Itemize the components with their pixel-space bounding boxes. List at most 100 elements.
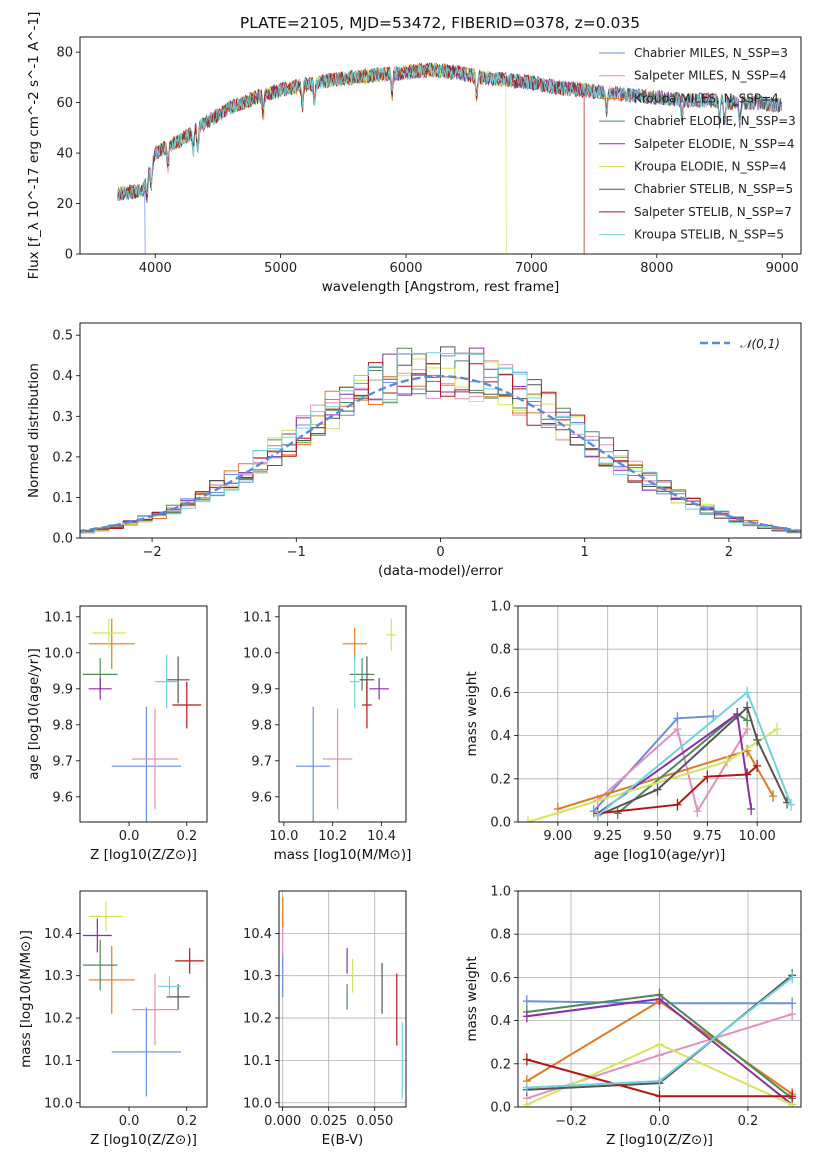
data-point — [88, 618, 135, 669]
y-tick-label: 1.0 — [490, 885, 511, 900]
age-vs-metallicity-chart-frame — [79, 605, 208, 823]
x-tick-label: 9.50 — [643, 829, 672, 844]
x-tick-label: 8000 — [640, 261, 673, 276]
spectrum-chart: 4000 5000 6000 7000 8000 9000 0 20 40 60 80 wavelen… — [26, 12, 802, 295]
y-tick-label: 0.0 — [490, 816, 511, 831]
y-tick-label: 10.1 — [243, 1054, 272, 1069]
x-axis-label: mass [log10(M/M⊙)] — [274, 847, 412, 863]
x-tick-label: 10.2 — [318, 829, 347, 844]
y-tick-label: 10.1 — [243, 610, 272, 625]
data-point — [349, 654, 360, 709]
histogram-series-step — [80, 352, 801, 534]
data-point — [386, 618, 397, 651]
mass-vs-metallicity-chart: 0.0 0.2 10.0 10.1 10.2 10.3 10.4 Z [log10(Z/Z⊙)… — [18, 890, 208, 1148]
x-tick-label: −0.2 — [555, 1114, 587, 1129]
y-tick-label: 1.0 — [490, 600, 511, 615]
data-point — [155, 654, 179, 709]
y-axis-label: mass [log10(M/M⊙)] — [18, 930, 34, 1068]
mass-vs-metallicity-chart-frame — [79, 890, 208, 1108]
y-tick-label: 60 — [56, 96, 73, 111]
spectrum-series-line — [117, 62, 585, 254]
x-tick-label: 4000 — [139, 261, 172, 276]
weight-vs-metallicity-chart-frame — [517, 890, 802, 1108]
y-axis-label: mass weight — [464, 956, 480, 1041]
x-axis-label: Z [log10(Z/Z⊙)] — [606, 1132, 713, 1148]
weight-vs-metallicity-chart-plot-area — [522, 969, 797, 1107]
y-tick-label: 9.7 — [251, 754, 272, 769]
y-tick-label: 0.0 — [490, 1101, 511, 1116]
data-point — [91, 618, 127, 648]
y-tick-label: 9.8 — [251, 718, 272, 733]
y-tick-label: 10.2 — [243, 1012, 272, 1027]
data-point — [82, 939, 118, 991]
figure-title: PLATE=2105, MJD=53472, FIBERID=0378, z=0… — [240, 14, 640, 32]
data-point — [175, 948, 205, 974]
y-tick-label: 10.0 — [243, 1096, 272, 1111]
data-point — [111, 1007, 182, 1097]
x-axis-label: Z [log10(Z/Z⊙)] — [90, 1132, 197, 1148]
x-tick-label: −1 — [287, 545, 306, 560]
y-tick-label: 9.6 — [52, 790, 73, 805]
data-point — [166, 984, 190, 1010]
data-point — [166, 656, 190, 704]
data-point — [349, 658, 375, 691]
y-axis-label: Flux [f_λ 10^-17 erg cm^-2 s^-1 A^-1] — [26, 12, 42, 280]
y-tick-label: 10.1 — [44, 1054, 73, 1069]
data-point — [82, 918, 112, 953]
age-vs-mass-chart: 10.0 10.2 10.4 9.6 9.7 9.8 9.9 10.0 10.1 mass [lo… — [243, 605, 412, 863]
y-tick-label: 10.0 — [44, 646, 73, 661]
data-point — [88, 946, 135, 1014]
y-tick-label: 10.0 — [243, 646, 272, 661]
x-tick-label: 5000 — [264, 261, 297, 276]
data-point — [296, 706, 331, 822]
legend-entry: Kroupa ELODIE, N_SSP=4 — [634, 160, 787, 174]
y-tick-label: 0.8 — [490, 928, 511, 943]
y-tick-label: 0 — [65, 248, 73, 263]
data-point — [131, 708, 179, 810]
weight-vs-age-chart-frame — [517, 605, 802, 823]
y-tick-label: 10.4 — [243, 927, 272, 942]
normal-reference-curve — [80, 374, 801, 533]
y-tick-label: 0.6 — [490, 971, 511, 986]
y-axis-label: Normed distribution — [26, 363, 42, 498]
x-tick-label: 10.0 — [269, 829, 298, 844]
age-vs-mass-chart-frame — [278, 605, 407, 823]
data-point — [157, 975, 182, 997]
x-tick-label: 0 — [436, 545, 444, 560]
y-tick-label: 0.5 — [52, 329, 73, 344]
data-point — [362, 681, 372, 729]
data-point — [369, 678, 389, 700]
weight-vs-age-chart: 9.00 9.25 9.50 9.75 10.00 0.0 0.2 0.4 0.6 0.8 1.0 a… — [464, 600, 802, 863]
y-tick-label: 0.3 — [52, 410, 73, 425]
residual-histogram: −2 −1 0 1 2 0.0 0.1 0.2 0.3 0.4 0.5 (data-model)/er… — [26, 322, 802, 579]
x-axis-label: Z [log10(Z/Z⊙)] — [90, 847, 197, 863]
x-tick-label: 0.2 — [176, 1114, 197, 1129]
x-axis-label: age [log10(age/yr)] — [594, 847, 726, 863]
x-tick-label: 0.0 — [119, 1114, 140, 1129]
y-tick-label: 0.4 — [52, 369, 73, 384]
legend-entry: Salpeter ELODIE, N_SSP=4 — [634, 137, 795, 151]
y-tick-label: 10.4 — [44, 927, 73, 942]
y-tick-label: 9.8 — [52, 718, 73, 733]
mass-vs-metallicity-chart-plot-area — [82, 901, 205, 1097]
weight-vs-age-chart-plot-area — [523, 686, 796, 822]
y-tick-label: 0.1 — [52, 491, 73, 506]
x-tick-label: 9000 — [766, 261, 799, 276]
legend-entry: Chabrier ELODIE, N_SSP=3 — [634, 114, 796, 128]
residual-histogram-frame — [79, 322, 802, 539]
y-tick-label: 9.9 — [251, 682, 272, 697]
legend-entry: Chabrier STELIB, N_SSP=5 — [634, 182, 793, 196]
legend-entry: Chabrier MILES, N_SSP=3 — [634, 46, 788, 60]
x-tick-label: 9.00 — [543, 829, 572, 844]
x-tick-label: 0.025 — [310, 1114, 347, 1129]
data-point — [322, 708, 353, 810]
y-axis-label: mass weight — [464, 671, 480, 756]
y-tick-label: 0.4 — [490, 1014, 511, 1029]
y-tick-label: 20 — [56, 197, 73, 212]
age-vs-metallicity-chart: 0.0 0.2 9.6 9.7 9.8 9.9 10.0 10.1 Z [log10(Z/Z⊙)… — [26, 605, 208, 863]
x-tick-label: 6000 — [389, 261, 422, 276]
x-tick-label: −2 — [143, 545, 162, 560]
y-tick-label: 10.0 — [44, 1096, 73, 1111]
y-tick-label: 0.0 — [52, 532, 73, 547]
weight-vs-metallicity-chart: −0.2 0.0 0.2 0.0 0.2 0.4 0.6 0.8 1.0 Z [log10(Z/Z… — [464, 885, 802, 1148]
